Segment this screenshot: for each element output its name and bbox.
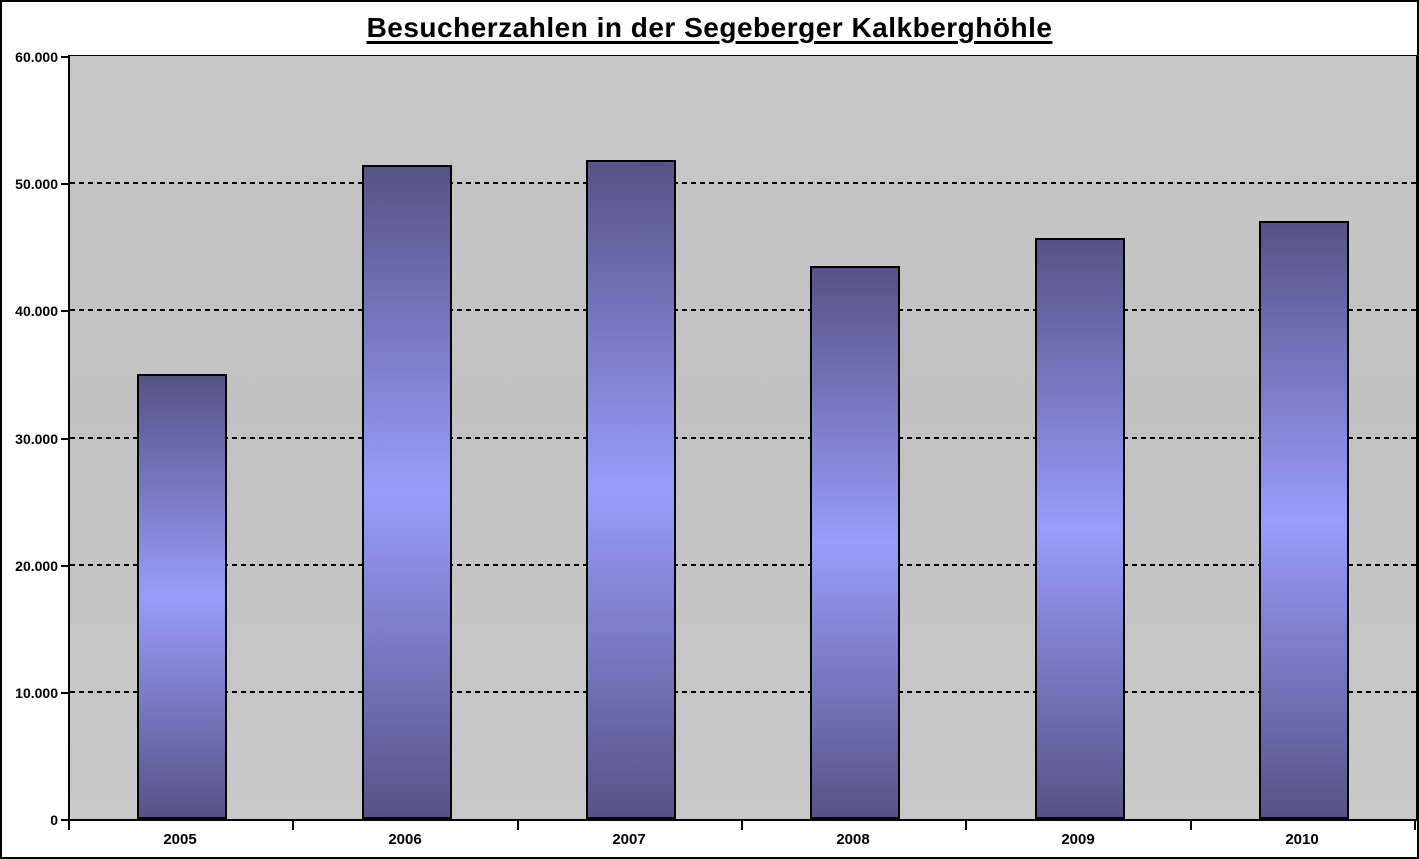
gridline-40000 xyxy=(70,309,1416,312)
y-axis-tick-30000 xyxy=(61,438,68,440)
bar-2008 xyxy=(810,266,900,819)
gridline-50000 xyxy=(70,182,1416,185)
y-axis-tick-60000 xyxy=(61,56,68,58)
bar-2005 xyxy=(137,374,227,819)
y-axis-tick-10000 xyxy=(61,692,68,694)
x-axis-tick-2 xyxy=(517,821,519,830)
x-axis-tick-0 xyxy=(68,821,70,830)
gridline-20000 xyxy=(70,563,1416,566)
y-axis-label-60000: 60.000 xyxy=(15,49,58,65)
chart-title: Besucherzahlen in der Segeberger Kalkber… xyxy=(366,12,1053,43)
x-axis-tick-1 xyxy=(292,821,294,830)
x-axis-label-2008: 2008 xyxy=(836,831,870,848)
x-axis-label-2010: 2010 xyxy=(1285,831,1319,848)
y-axis-label-40000: 40.000 xyxy=(15,303,58,319)
y-axis-tick-40000 xyxy=(61,310,68,312)
x-axis-tick-4 xyxy=(965,821,967,830)
y-axis-tick-20000 xyxy=(61,565,68,567)
bar-2006 xyxy=(362,165,452,819)
y-axis-label-10000: 10.000 xyxy=(15,685,58,701)
x-axis-tick-3 xyxy=(741,821,743,830)
y-axis-label-0: 0 xyxy=(50,812,58,828)
y-axis-label-30000: 30.000 xyxy=(15,431,58,447)
y-axis-label-20000: 20.000 xyxy=(15,558,58,574)
x-axis-tick-6 xyxy=(1414,821,1416,830)
x-axis-label-2005: 2005 xyxy=(163,831,197,848)
gridline-10000 xyxy=(70,690,1416,693)
y-axis-tick-50000 xyxy=(61,183,68,185)
x-axis-label-2007: 2007 xyxy=(612,831,646,848)
x-axis-tick-5 xyxy=(1190,821,1192,830)
x-axis-label-2009: 2009 xyxy=(1061,831,1095,848)
bar-2007 xyxy=(586,160,676,819)
y-axis-tick-0 xyxy=(61,819,68,821)
bar-2009 xyxy=(1035,238,1125,819)
bar-2010 xyxy=(1259,221,1349,819)
y-axis-label-50000: 50.000 xyxy=(15,176,58,192)
plot-area xyxy=(68,55,1417,821)
gridline-30000 xyxy=(70,436,1416,439)
x-axis-label-2006: 2006 xyxy=(388,831,422,848)
